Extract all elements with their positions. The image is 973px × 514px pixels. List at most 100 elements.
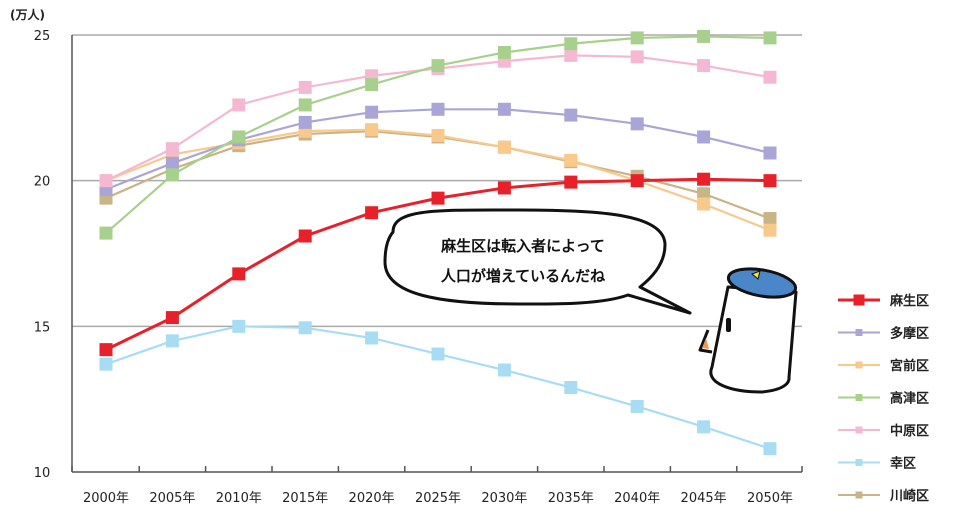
data-point xyxy=(697,187,711,201)
bubble-shape xyxy=(383,208,692,315)
data-point xyxy=(365,123,379,137)
series-幸区 xyxy=(99,319,777,456)
series-line xyxy=(105,130,771,220)
data-point xyxy=(630,399,644,413)
data-point xyxy=(431,129,445,143)
series-line xyxy=(105,325,771,450)
speech-bubble: 麻生区は転入者によって 人口が増えているんだね xyxy=(383,208,692,315)
data-point xyxy=(497,45,511,59)
legend-label: 麻生区 xyxy=(889,293,929,309)
data-point xyxy=(697,29,711,43)
legend-marker xyxy=(853,294,865,306)
data-point xyxy=(564,153,578,167)
data-point xyxy=(298,229,312,243)
x-tick-label: 2010年 xyxy=(216,491,262,506)
data-point xyxy=(431,191,445,205)
legend-marker xyxy=(855,329,863,336)
data-point xyxy=(497,181,511,195)
x-tick-label: 2005年 xyxy=(149,491,195,506)
character-eye xyxy=(726,318,731,332)
data-point xyxy=(497,363,511,377)
data-point xyxy=(564,381,578,395)
data-point xyxy=(165,142,179,156)
data-point xyxy=(365,331,379,345)
legend-marker xyxy=(855,394,863,401)
data-point xyxy=(497,140,511,154)
legend-marker xyxy=(855,361,863,369)
data-point xyxy=(99,226,113,240)
legend-marker xyxy=(855,426,863,434)
legend-item: 麻生区 xyxy=(838,293,929,309)
y-tick-label: 20 xyxy=(34,175,51,190)
data-point xyxy=(165,334,179,348)
data-point xyxy=(763,212,777,226)
data-point xyxy=(99,343,113,357)
legend-item: 幸区 xyxy=(838,456,916,472)
bubble-text-line1: 麻生区は転入者によって xyxy=(440,237,605,255)
x-tick-label: 2015年 xyxy=(282,491,328,506)
data-point xyxy=(564,108,578,122)
data-point xyxy=(165,311,179,325)
data-point xyxy=(697,172,711,186)
x-tick-label: 2000年 xyxy=(83,491,129,506)
data-point xyxy=(697,130,711,144)
bubble-text-line2: 人口が増えているんだね xyxy=(441,267,605,285)
legend-label: 高津区 xyxy=(890,391,929,407)
data-point xyxy=(431,59,445,73)
data-point xyxy=(365,206,379,220)
legend-item: 中原区 xyxy=(838,423,929,439)
data-point xyxy=(763,70,777,84)
data-point xyxy=(431,102,445,116)
data-point xyxy=(365,78,379,92)
legend-marker xyxy=(855,459,863,466)
data-point xyxy=(630,174,644,188)
y-unit-label: (万人) xyxy=(10,7,45,22)
data-point xyxy=(763,174,777,188)
data-point xyxy=(298,80,312,94)
y-tick-label: 10 xyxy=(34,466,51,481)
character-top xyxy=(726,267,798,299)
legend-item: 川崎区 xyxy=(838,488,929,504)
data-point xyxy=(298,98,312,112)
data-point xyxy=(763,146,777,160)
data-point xyxy=(165,156,179,170)
character-top-highlight xyxy=(751,270,761,280)
legend-label: 幸区 xyxy=(890,456,916,472)
data-point xyxy=(298,321,312,335)
data-point xyxy=(232,130,246,144)
data-point xyxy=(165,168,179,182)
y-tick-label: 25 xyxy=(34,29,51,44)
data-point xyxy=(99,174,113,188)
data-point xyxy=(763,223,777,237)
x-tick-label: 2050年 xyxy=(747,491,793,506)
data-point xyxy=(697,197,711,211)
x-tick-label: 2045年 xyxy=(681,491,727,506)
x-tick-label: 2020年 xyxy=(349,491,395,506)
x-tick-label: 2030年 xyxy=(481,491,527,506)
data-point xyxy=(697,420,711,434)
x-tick-label: 2040年 xyxy=(614,491,660,506)
data-point xyxy=(630,31,644,45)
legend-item: 高津区 xyxy=(838,391,929,407)
data-point xyxy=(697,59,711,73)
legend-item: 宮前区 xyxy=(838,358,929,374)
legend-item: 多摩区 xyxy=(838,326,929,342)
series-lines xyxy=(99,29,777,456)
data-point xyxy=(99,357,113,371)
series-高津区 xyxy=(99,29,777,240)
legend-marker xyxy=(855,491,863,499)
character-nose xyxy=(698,329,713,354)
x-tick-label: 2025年 xyxy=(415,491,461,506)
data-point xyxy=(298,115,312,129)
data-point xyxy=(232,319,246,333)
data-point xyxy=(763,442,777,456)
legend-label: 川崎区 xyxy=(889,488,929,504)
data-point xyxy=(630,117,644,131)
data-point xyxy=(564,175,578,189)
y-tick-label: 15 xyxy=(34,320,51,335)
data-point xyxy=(763,31,777,45)
legend-label: 宮前区 xyxy=(890,358,929,374)
data-point xyxy=(431,347,445,361)
